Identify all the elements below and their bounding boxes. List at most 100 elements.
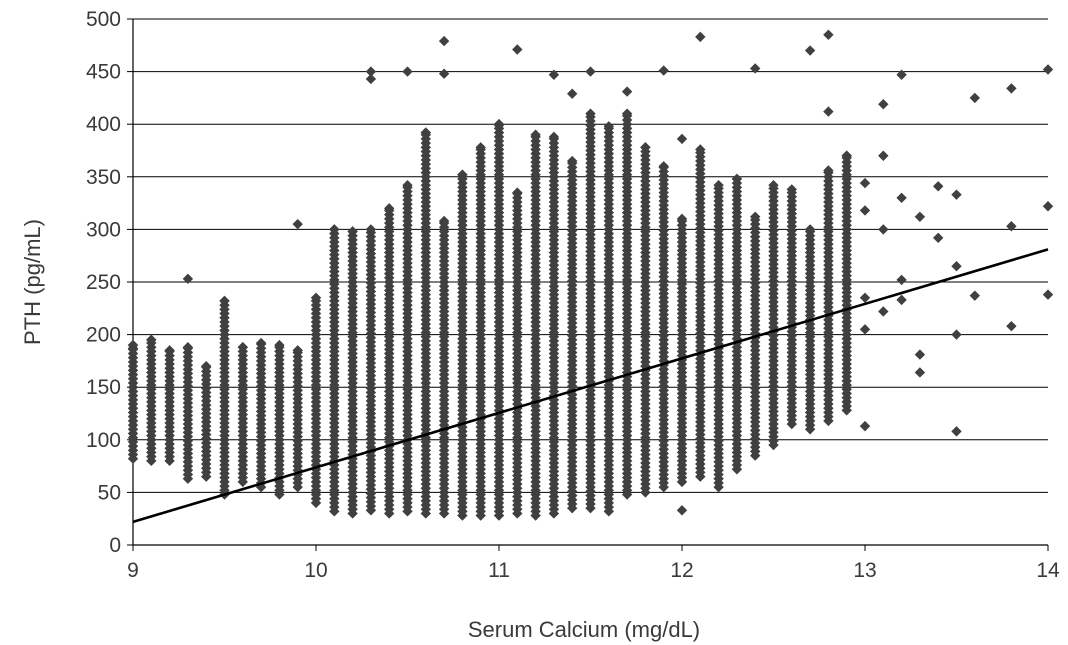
data-point [567,155,578,167]
data-point [237,342,248,353]
data-point [255,337,267,349]
x-tick-label: 11 [488,559,510,582]
tick-labels: 0 50 100 150 200 250 300 350 400 450 500 9 10 11 12 13 1… [86,8,1060,582]
data-point [292,345,303,356]
data-point [402,66,413,77]
data-point [878,150,889,161]
data-point [365,73,377,85]
data-point [951,426,962,437]
data-point [475,142,486,153]
y-tick-label: 300 [86,218,121,241]
data-point [1006,320,1017,332]
x-tick-label: 10 [304,559,327,582]
data-point [457,169,468,180]
data-point [548,131,560,143]
data-point [933,181,944,192]
data-point [585,108,596,119]
data-point [438,68,450,79]
data-point [310,292,322,303]
data-point [493,120,505,131]
data-point [1042,201,1054,212]
y-tick-label: 0 [109,534,121,557]
y-tick-label: 150 [86,376,121,399]
x-axis-title: Serum Calcium (mg/dL) [468,617,700,642]
data-point [713,180,724,191]
trendline [132,248,1049,524]
data-point [951,261,962,272]
data-point [585,66,596,77]
data-point [914,349,926,360]
data-point [1042,289,1054,300]
y-tick-label: 400 [86,113,121,136]
data-points [127,29,1054,521]
data-point [658,65,669,76]
data-point [640,142,651,153]
data-point [201,360,212,372]
data-point [695,31,706,43]
data-point [951,329,962,340]
data-point [512,44,523,55]
data-point [823,165,834,176]
x-tick-label: 12 [670,559,693,582]
data-point [914,367,926,378]
data-point [274,339,285,351]
data-point [750,211,761,222]
data-point [292,218,303,230]
data-point [951,189,962,200]
data-point [420,127,431,138]
y-tick-label: 350 [86,166,121,189]
data-point [896,274,907,286]
data-point [804,45,816,56]
data-point [219,295,230,307]
data-point [896,192,907,204]
data-point [676,505,688,516]
data-point [603,121,614,132]
data-point [621,86,633,97]
data-point [146,334,157,346]
data-point [567,88,578,99]
data-point [1006,221,1017,232]
data-point [768,180,779,191]
data-point [438,35,450,47]
data-point [1042,64,1054,75]
data-point [750,63,761,74]
data-point [530,129,541,140]
data-point [695,144,706,155]
data-point [676,133,688,145]
data-point [402,180,413,191]
data-point [621,108,633,119]
y-tick-label: 100 [86,429,121,452]
data-point [182,342,194,353]
y-tick-label: 200 [86,324,121,347]
data-point [933,232,944,244]
data-point [896,294,907,306]
y-tick-label: 450 [86,61,121,84]
data-point [859,324,871,335]
data-point [859,177,871,189]
data-point [859,420,871,432]
data-point [914,211,926,222]
data-point [676,213,688,225]
data-point [731,173,743,185]
y-tick-label: 50 [98,481,121,504]
data-point [365,224,377,235]
data-point [823,106,834,117]
data-point [164,345,175,356]
y-axis-title: PTH (pg/mL) [20,219,45,345]
data-point [969,290,980,301]
data-point [804,224,816,235]
data-point [548,69,560,80]
data-point [182,273,194,285]
data-point [365,66,377,77]
x-tick-label: 14 [1036,559,1060,582]
trendline-group [132,248,1049,524]
data-point [658,161,669,172]
x-tick-label: 13 [853,559,876,582]
data-point [841,150,852,161]
data-point [878,224,889,235]
data-point [859,205,871,216]
data-point [329,253,340,265]
y-tick-label: 500 [86,8,121,31]
data-point [1006,83,1017,94]
